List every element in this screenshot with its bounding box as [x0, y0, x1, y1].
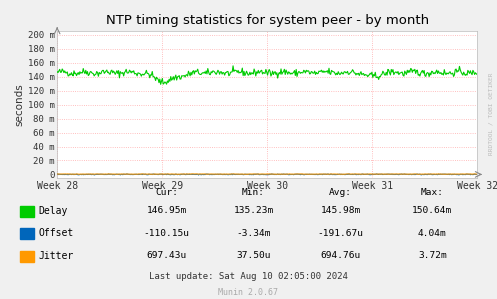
Text: 145.98m: 145.98m	[321, 206, 360, 215]
Text: 135.23m: 135.23m	[234, 206, 273, 215]
Text: 3.72m: 3.72m	[418, 251, 447, 260]
Text: Delay: Delay	[39, 206, 68, 216]
Text: Jitter: Jitter	[39, 251, 74, 261]
Text: Avg:: Avg:	[329, 188, 352, 197]
Y-axis label: seconds: seconds	[15, 83, 25, 126]
Text: Munin 2.0.67: Munin 2.0.67	[219, 288, 278, 297]
Text: 697.43u: 697.43u	[147, 251, 186, 260]
Text: 150.64m: 150.64m	[413, 206, 452, 215]
Text: Last update: Sat Aug 10 02:05:00 2024: Last update: Sat Aug 10 02:05:00 2024	[149, 272, 348, 281]
Text: 146.95m: 146.95m	[147, 206, 186, 215]
Text: Cur:: Cur:	[155, 188, 178, 197]
Text: 4.04m: 4.04m	[418, 229, 447, 238]
Text: -110.15u: -110.15u	[144, 229, 189, 238]
Text: RRDTOOL / TOBI OETIKER: RRDTOOL / TOBI OETIKER	[489, 72, 494, 155]
Text: Max:: Max:	[421, 188, 444, 197]
Text: Offset: Offset	[39, 228, 74, 238]
Title: NTP timing statistics for system peer - by month: NTP timing statistics for system peer - …	[105, 14, 429, 28]
Text: -3.34m: -3.34m	[236, 229, 271, 238]
Text: Min:: Min:	[242, 188, 265, 197]
Text: 694.76u: 694.76u	[321, 251, 360, 260]
Text: -191.67u: -191.67u	[318, 229, 363, 238]
Text: 37.50u: 37.50u	[236, 251, 271, 260]
